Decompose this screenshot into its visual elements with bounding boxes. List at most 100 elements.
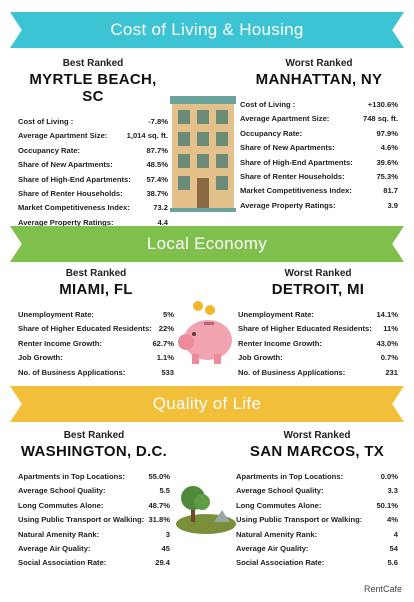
stat-label: Average Property Ratings: [240, 200, 336, 210]
stat-label: Using Public Transport or Walking: [236, 515, 363, 525]
stat-row: Social Association Rate: 5.6 [236, 556, 398, 570]
stat-label: Average Air Quality: [236, 543, 309, 553]
stat-label: Cost of Living : [240, 100, 296, 109]
stat-value: 62.7% [152, 338, 174, 348]
section-title: Quality of Life [152, 394, 262, 413]
best-ranked-economy: Best Ranked MIAMI, FL Unemployment Rate:… [18, 268, 174, 380]
stat-row: Average Air Quality: 45 [18, 542, 170, 556]
stat-row: Market Competitiveness Index: 81.7 [240, 184, 398, 198]
stat-row: Natural Amenity Rank: 3 [18, 528, 170, 542]
stat-label: Social Association Rate: [18, 558, 107, 568]
stat-label: Average Apartment Size: [18, 131, 108, 141]
stat-value: 75.3% [376, 171, 398, 181]
stat-label: Share of Renter Households: [240, 171, 345, 181]
stat-value: 81.7 [383, 186, 398, 196]
stat-row: Average School Quality: 5.5 [18, 484, 170, 498]
stat-label: Natural Amenity Rank: [236, 529, 318, 539]
city-name: DETROIT, MI [271, 281, 365, 298]
stat-row: Job Growth: 1.1% [18, 351, 174, 365]
stat-label: Renter Income Growth: [238, 338, 322, 348]
stat-row: Apartments in Top Locations: 0.0% [236, 470, 398, 484]
stat-value: 38.7% [146, 188, 168, 198]
stat-value: 39.6% [376, 157, 398, 167]
stat-label: Market Competitiveness Index: [18, 203, 130, 213]
stat-value: 0.0% [380, 472, 398, 481]
stat-row: Renter Income Growth: 62.7% [18, 337, 174, 351]
stat-row: Long Commutes Alone: 48.7% [18, 499, 170, 513]
stat-row: Cost of Living : -7.8% [18, 115, 168, 129]
stat-label: Average Apartment Size: [240, 114, 330, 124]
stat-row: No. of Business Applications: 231 [238, 366, 398, 380]
stat-label: Share of Higher Educated Residents: [238, 324, 372, 334]
stat-row: Average Apartment Size: 1,014 sq. ft. [18, 129, 168, 143]
stat-value: 0.7% [380, 353, 398, 363]
stat-label: Cost of Living : [18, 117, 74, 126]
stat-value: 748 sq. ft. [362, 114, 398, 124]
stat-row: Occupancy Rate: 87.7% [18, 144, 168, 158]
stat-label: Occupancy Rate: [240, 128, 303, 138]
best-ranked-quality: Best Ranked WASHINGTON, D.C. Apartments … [18, 430, 170, 571]
stat-label: Job Growth: [238, 353, 283, 363]
section-title: Cost of Living & Housing [110, 20, 304, 39]
stat-label: Unemployment Rate: [18, 310, 94, 319]
stat-value: 533 [161, 367, 174, 377]
stat-label: Share of Renter Households: [18, 188, 123, 198]
stat-value: 43.0% [376, 338, 398, 348]
tree-island-icon [176, 486, 236, 534]
stat-row: Using Public Transport or Walking: 31.8% [18, 513, 170, 527]
stat-value: 57.4% [146, 174, 168, 184]
stat-label: Average Air Quality: [18, 543, 91, 553]
stat-label: Long Commutes Alone: [236, 500, 322, 510]
stat-label: Long Commutes Alone: [18, 500, 104, 510]
stat-row: Share of High-End Apartments: 57.4% [18, 173, 168, 187]
stat-row: Average Air Quality: 54 [236, 542, 398, 556]
stat-label: Share of New Apartments: [18, 160, 113, 170]
stat-label: Share of High-End Apartments: [18, 174, 131, 184]
stat-value: 48.7% [148, 500, 170, 510]
stat-value: 231 [385, 367, 398, 377]
stat-value: 5.6 [387, 558, 398, 568]
stat-value: -7.8% [148, 117, 168, 126]
stat-row: Occupancy Rate: 97.9% [240, 127, 398, 141]
stat-label: Natural Amenity Rank: [18, 529, 100, 539]
stat-value: 3 [165, 529, 170, 539]
banner-quality-of-life: Quality of Life [0, 386, 414, 422]
stat-label: Average School Quality: [236, 486, 324, 496]
stat-label: Apartments in Top Locations: [236, 472, 344, 481]
banner-cost-of-living: Cost of Living & Housing [0, 12, 414, 48]
piggy-bank-icon [178, 301, 232, 364]
rentcafe-logo: RentCafe [363, 584, 402, 594]
stat-value: 1,014 sq. ft. [126, 131, 168, 141]
stat-row: Cost of Living : +130.6% [240, 98, 398, 112]
stat-value: 31.8% [148, 515, 170, 525]
stat-value: 97.9% [376, 128, 398, 138]
apartment-building-icon [170, 96, 236, 212]
stat-value: 4.4 [157, 217, 168, 227]
stat-row: Share of High-End Apartments: 39.6% [240, 156, 398, 170]
stat-value: 55.0% [148, 472, 170, 481]
stat-row: Market Competitiveness Index: 73.2 [18, 201, 168, 215]
stat-row: Average Apartment Size: 748 sq. ft. [240, 112, 398, 126]
stat-value: 1.1% [156, 353, 174, 363]
city-name: MIAMI, FL [59, 281, 133, 298]
stat-label: Market Competitiveness Index: [240, 186, 352, 196]
stat-value: 22% [158, 324, 174, 334]
stat-value: 4 [393, 529, 398, 539]
stat-row: Share of New Apartments: 4.6% [240, 141, 398, 155]
stat-label: Social Association Rate: [236, 558, 325, 568]
stat-value: 4.6% [380, 143, 398, 153]
stat-row: Average School Quality: 3.3 [236, 484, 398, 498]
stat-row: Share of New Apartments: 48.5% [18, 158, 168, 172]
rank-label: Best Ranked [62, 58, 124, 69]
stat-row: Natural Amenity Rank: 4 [236, 528, 398, 542]
stat-row: Long Commutes Alone: 50.1% [236, 499, 398, 513]
rank-label: Worst Ranked [285, 58, 353, 69]
stat-row: Share of Renter Households: 38.7% [18, 187, 168, 201]
stat-value: 14.1% [376, 310, 398, 319]
stat-label: Share of Higher Educated Residents: [18, 324, 152, 334]
stat-label: Share of High-End Apartments: [240, 157, 353, 167]
stat-row: Unemployment Rate: 14.1% [238, 308, 398, 322]
stat-row: Average Property Ratings: 4.4 [18, 216, 168, 230]
rank-label: Worst Ranked [283, 430, 351, 441]
best-ranked-housing: Best Ranked MYRTLE BEACH, SC Cost of Liv… [18, 58, 168, 230]
